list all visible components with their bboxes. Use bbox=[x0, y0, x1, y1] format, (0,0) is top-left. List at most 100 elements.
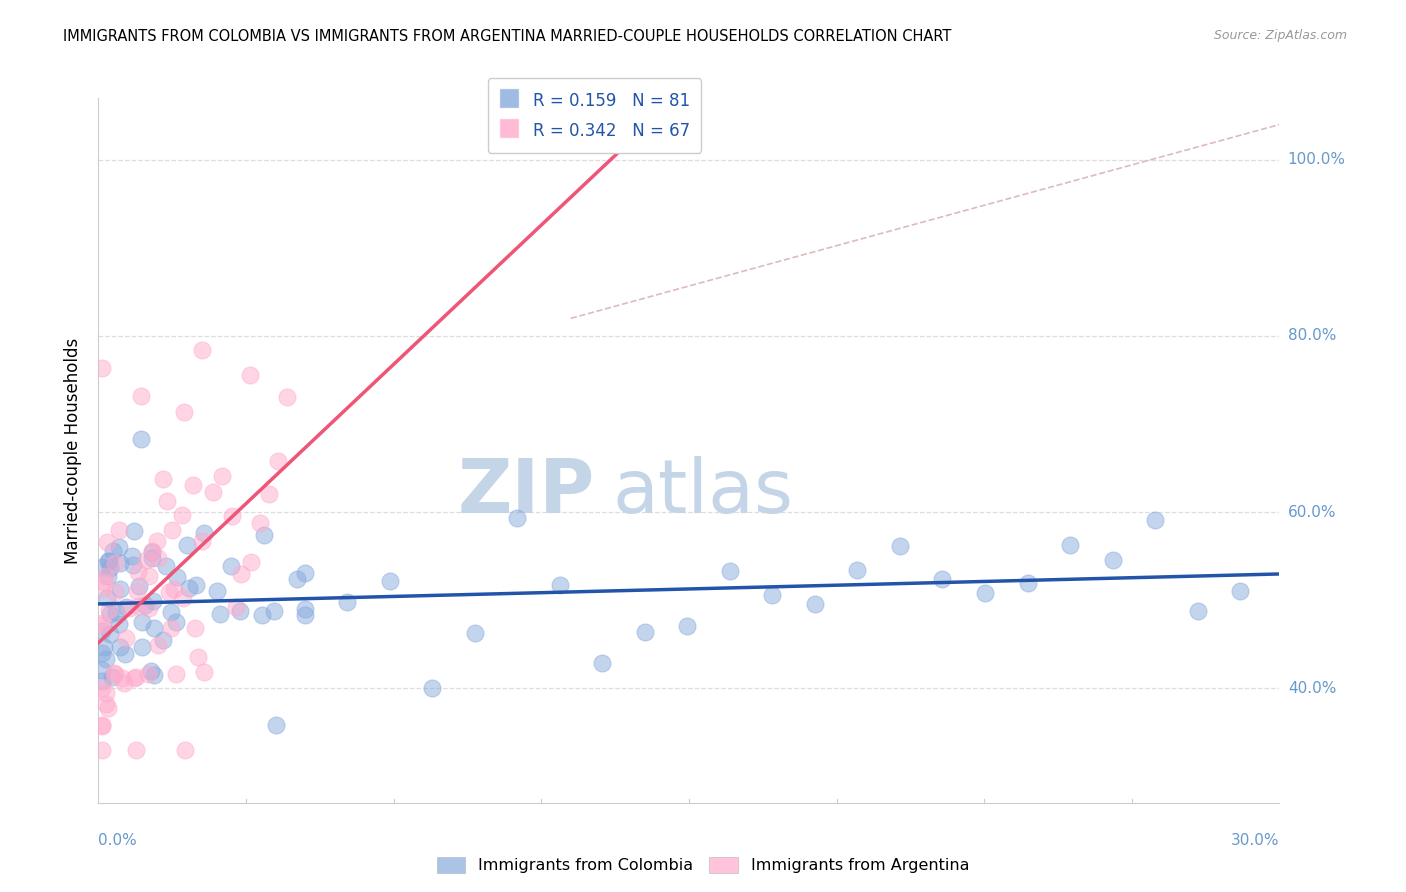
Point bbox=[103, 665, 125, 680]
Point bbox=[591, 656, 613, 670]
Point bbox=[264, 718, 287, 732]
Point bbox=[191, 343, 214, 357]
Point bbox=[165, 615, 187, 629]
Point bbox=[141, 664, 163, 678]
Point bbox=[115, 631, 138, 645]
Point bbox=[98, 554, 121, 568]
Text: 100.0%: 100.0% bbox=[1288, 153, 1346, 168]
Point bbox=[166, 570, 188, 584]
Point bbox=[110, 582, 132, 597]
Point bbox=[170, 508, 193, 522]
Point bbox=[205, 583, 228, 598]
Point bbox=[91, 681, 114, 696]
Text: atlas: atlas bbox=[612, 456, 793, 529]
Point bbox=[138, 666, 160, 681]
Point bbox=[91, 560, 114, 574]
Point bbox=[94, 697, 117, 711]
Point bbox=[100, 670, 122, 684]
Point bbox=[107, 616, 129, 631]
Point bbox=[148, 638, 170, 652]
Point bbox=[131, 640, 153, 655]
Point bbox=[240, 555, 263, 569]
Point bbox=[1229, 584, 1251, 599]
Point bbox=[156, 494, 179, 508]
Point bbox=[239, 368, 262, 382]
Point bbox=[97, 603, 120, 617]
Point bbox=[174, 743, 197, 757]
Point bbox=[718, 565, 741, 579]
Point bbox=[225, 600, 247, 615]
Point bbox=[846, 564, 869, 578]
Point bbox=[142, 594, 165, 608]
Point bbox=[91, 618, 114, 632]
Point bbox=[97, 554, 120, 568]
Point bbox=[287, 572, 309, 586]
Legend: R = 0.159   N = 81, R = 0.342   N = 67: R = 0.159 N = 81, R = 0.342 N = 67 bbox=[488, 78, 702, 153]
Point bbox=[108, 640, 131, 655]
Text: 60.0%: 60.0% bbox=[1288, 505, 1336, 520]
Point bbox=[98, 560, 121, 574]
Point bbox=[249, 516, 271, 530]
Point bbox=[761, 588, 783, 602]
Point bbox=[143, 667, 166, 681]
Point bbox=[931, 573, 953, 587]
Text: 0.0%: 0.0% bbox=[98, 833, 138, 848]
Point bbox=[122, 671, 145, 685]
Point bbox=[91, 718, 114, 732]
Point bbox=[263, 604, 285, 618]
Point bbox=[112, 676, 135, 690]
Point bbox=[91, 624, 114, 638]
Point bbox=[91, 718, 114, 732]
Text: 40.0%: 40.0% bbox=[1288, 681, 1336, 696]
Point bbox=[91, 582, 114, 596]
Point bbox=[974, 586, 997, 600]
Point bbox=[91, 674, 114, 689]
Point bbox=[131, 389, 153, 403]
Point bbox=[115, 600, 138, 615]
Point bbox=[1059, 538, 1081, 552]
Point bbox=[96, 535, 118, 549]
Point bbox=[208, 607, 231, 622]
Point bbox=[184, 578, 207, 592]
Legend: Immigrants from Colombia, Immigrants from Argentina: Immigrants from Colombia, Immigrants fro… bbox=[430, 850, 976, 880]
Point bbox=[152, 632, 174, 647]
Point bbox=[138, 600, 160, 615]
Point bbox=[118, 601, 141, 615]
Point bbox=[193, 526, 215, 541]
Point bbox=[378, 574, 401, 589]
Point bbox=[1187, 604, 1209, 618]
Point bbox=[250, 608, 273, 623]
Point bbox=[104, 585, 127, 599]
Point bbox=[155, 558, 177, 573]
Text: ZIP: ZIP bbox=[457, 456, 595, 529]
Point bbox=[294, 566, 316, 581]
Point bbox=[160, 605, 183, 619]
Point bbox=[267, 454, 290, 468]
Point bbox=[91, 616, 114, 631]
Point bbox=[96, 591, 118, 605]
Point bbox=[138, 569, 160, 583]
Point bbox=[124, 524, 146, 538]
Point bbox=[108, 523, 131, 537]
Point bbox=[221, 509, 243, 524]
Point bbox=[135, 553, 157, 567]
Point bbox=[176, 537, 198, 551]
Point bbox=[336, 594, 359, 608]
Point bbox=[506, 511, 529, 525]
Point bbox=[100, 607, 122, 621]
Point bbox=[229, 604, 252, 618]
Point bbox=[1101, 552, 1123, 566]
Point bbox=[229, 566, 252, 581]
Point bbox=[101, 543, 124, 558]
Point bbox=[253, 528, 276, 542]
Point bbox=[148, 550, 170, 565]
Point bbox=[211, 469, 233, 483]
Point bbox=[202, 484, 225, 499]
Point bbox=[142, 621, 165, 635]
Point bbox=[676, 619, 699, 633]
Point bbox=[91, 663, 114, 677]
Point bbox=[634, 625, 657, 640]
Point bbox=[121, 549, 143, 563]
Point bbox=[146, 533, 169, 548]
Point bbox=[129, 433, 152, 447]
